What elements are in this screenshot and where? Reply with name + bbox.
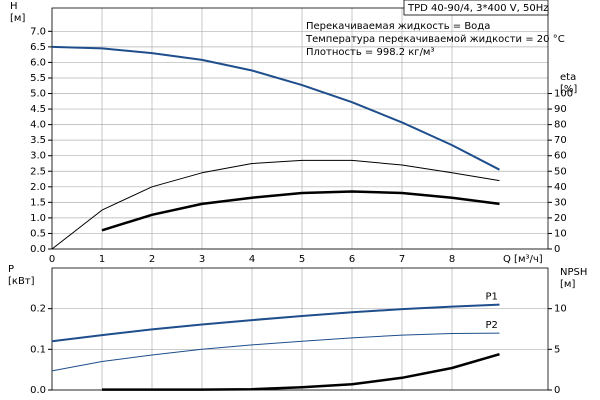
y-tick-label: 2.5	[30, 166, 46, 177]
y-tick-label: 1.0	[30, 213, 46, 224]
y2-axis-label: [м]	[560, 279, 575, 290]
y-tick-label: 0.5	[30, 228, 46, 239]
y2-tick-label: 100	[554, 89, 573, 100]
x-tick-label: 5	[299, 254, 305, 265]
chart-title: TPD 40-90/4, 3*400 V, 50Hz	[407, 3, 548, 14]
y2-tick-label: 80	[554, 120, 567, 131]
y-tick-label: 5.5	[30, 73, 46, 84]
y2-tick-label: 0	[554, 385, 560, 396]
y-tick-label: 6.5	[30, 42, 46, 53]
y-tick-label: 4.5	[30, 104, 46, 115]
x-axis-label: Q [м³/ч]	[503, 254, 543, 265]
y2-tick-label: 50	[554, 166, 567, 177]
y-tick-label: 6.0	[30, 57, 46, 68]
annotation: Перекачиваемая жидкость = Вода	[306, 21, 490, 32]
series-line	[51, 303, 500, 343]
y-tick-label: 2.0	[30, 182, 46, 193]
x-tick-label: 6	[349, 254, 355, 265]
y2-tick-label: 90	[554, 104, 567, 115]
x-tick-label: 1	[99, 254, 105, 265]
series-line	[102, 352, 500, 391]
series-line	[51, 332, 500, 372]
y-tick-label: 0.1	[30, 344, 46, 355]
y-tick-label: 0.0	[30, 385, 46, 396]
y2-tick-label: 70	[554, 135, 567, 146]
y-axis-label: H	[10, 1, 18, 12]
y-tick-label: 3.5	[30, 135, 46, 146]
y2-axis-label: NPSH	[560, 267, 587, 278]
y2-tick-label: 10	[554, 304, 567, 315]
y2-tick-label: 5	[554, 344, 560, 355]
series-line	[51, 45, 500, 171]
y2-tick-label: 30	[554, 197, 567, 208]
x-tick-label: 3	[199, 254, 205, 265]
x-tick-label: 4	[249, 254, 255, 265]
y2-tick-label: 20	[554, 213, 567, 224]
series-line	[101, 190, 500, 232]
y-tick-label: 0.2	[30, 304, 46, 315]
series-line	[51, 159, 500, 250]
x-tick-label: 8	[449, 254, 455, 265]
y-tick-label: 1.5	[30, 197, 46, 208]
y2-tick-label: 0	[554, 244, 560, 255]
y-axis-label: [м]	[10, 13, 25, 24]
y-tick-label: 0.0	[30, 244, 46, 255]
x-tick-label: 2	[149, 254, 155, 265]
y-axis-label: P	[8, 264, 14, 275]
series-label: P2	[486, 320, 498, 331]
y-tick-label: 5.0	[30, 89, 46, 100]
y2-tick-label: 10	[554, 228, 567, 239]
title-box	[403, 0, 549, 16]
plot-frame	[51, 7, 549, 250]
y2-tick-label: 60	[554, 151, 567, 162]
y2-tick-label: 40	[554, 182, 567, 193]
y2-axis-label: eta	[560, 72, 576, 83]
x-tick-label: 7	[399, 254, 405, 265]
annotation: Плотность = 998.2 кг/м³	[306, 47, 435, 58]
plot-frame	[51, 267, 549, 391]
y-axis-label: [кВт]	[8, 276, 35, 287]
annotation: Температура перекачиваемой жидкости = 20…	[305, 34, 565, 45]
series-label: P1	[486, 292, 498, 303]
x-tick-label: 0	[49, 254, 55, 265]
y-tick-label: 7.0	[30, 26, 46, 37]
y-tick-label: 4.0	[30, 120, 46, 131]
y2-axis-label: [%]	[560, 84, 577, 95]
y-tick-label: 3.0	[30, 151, 46, 162]
